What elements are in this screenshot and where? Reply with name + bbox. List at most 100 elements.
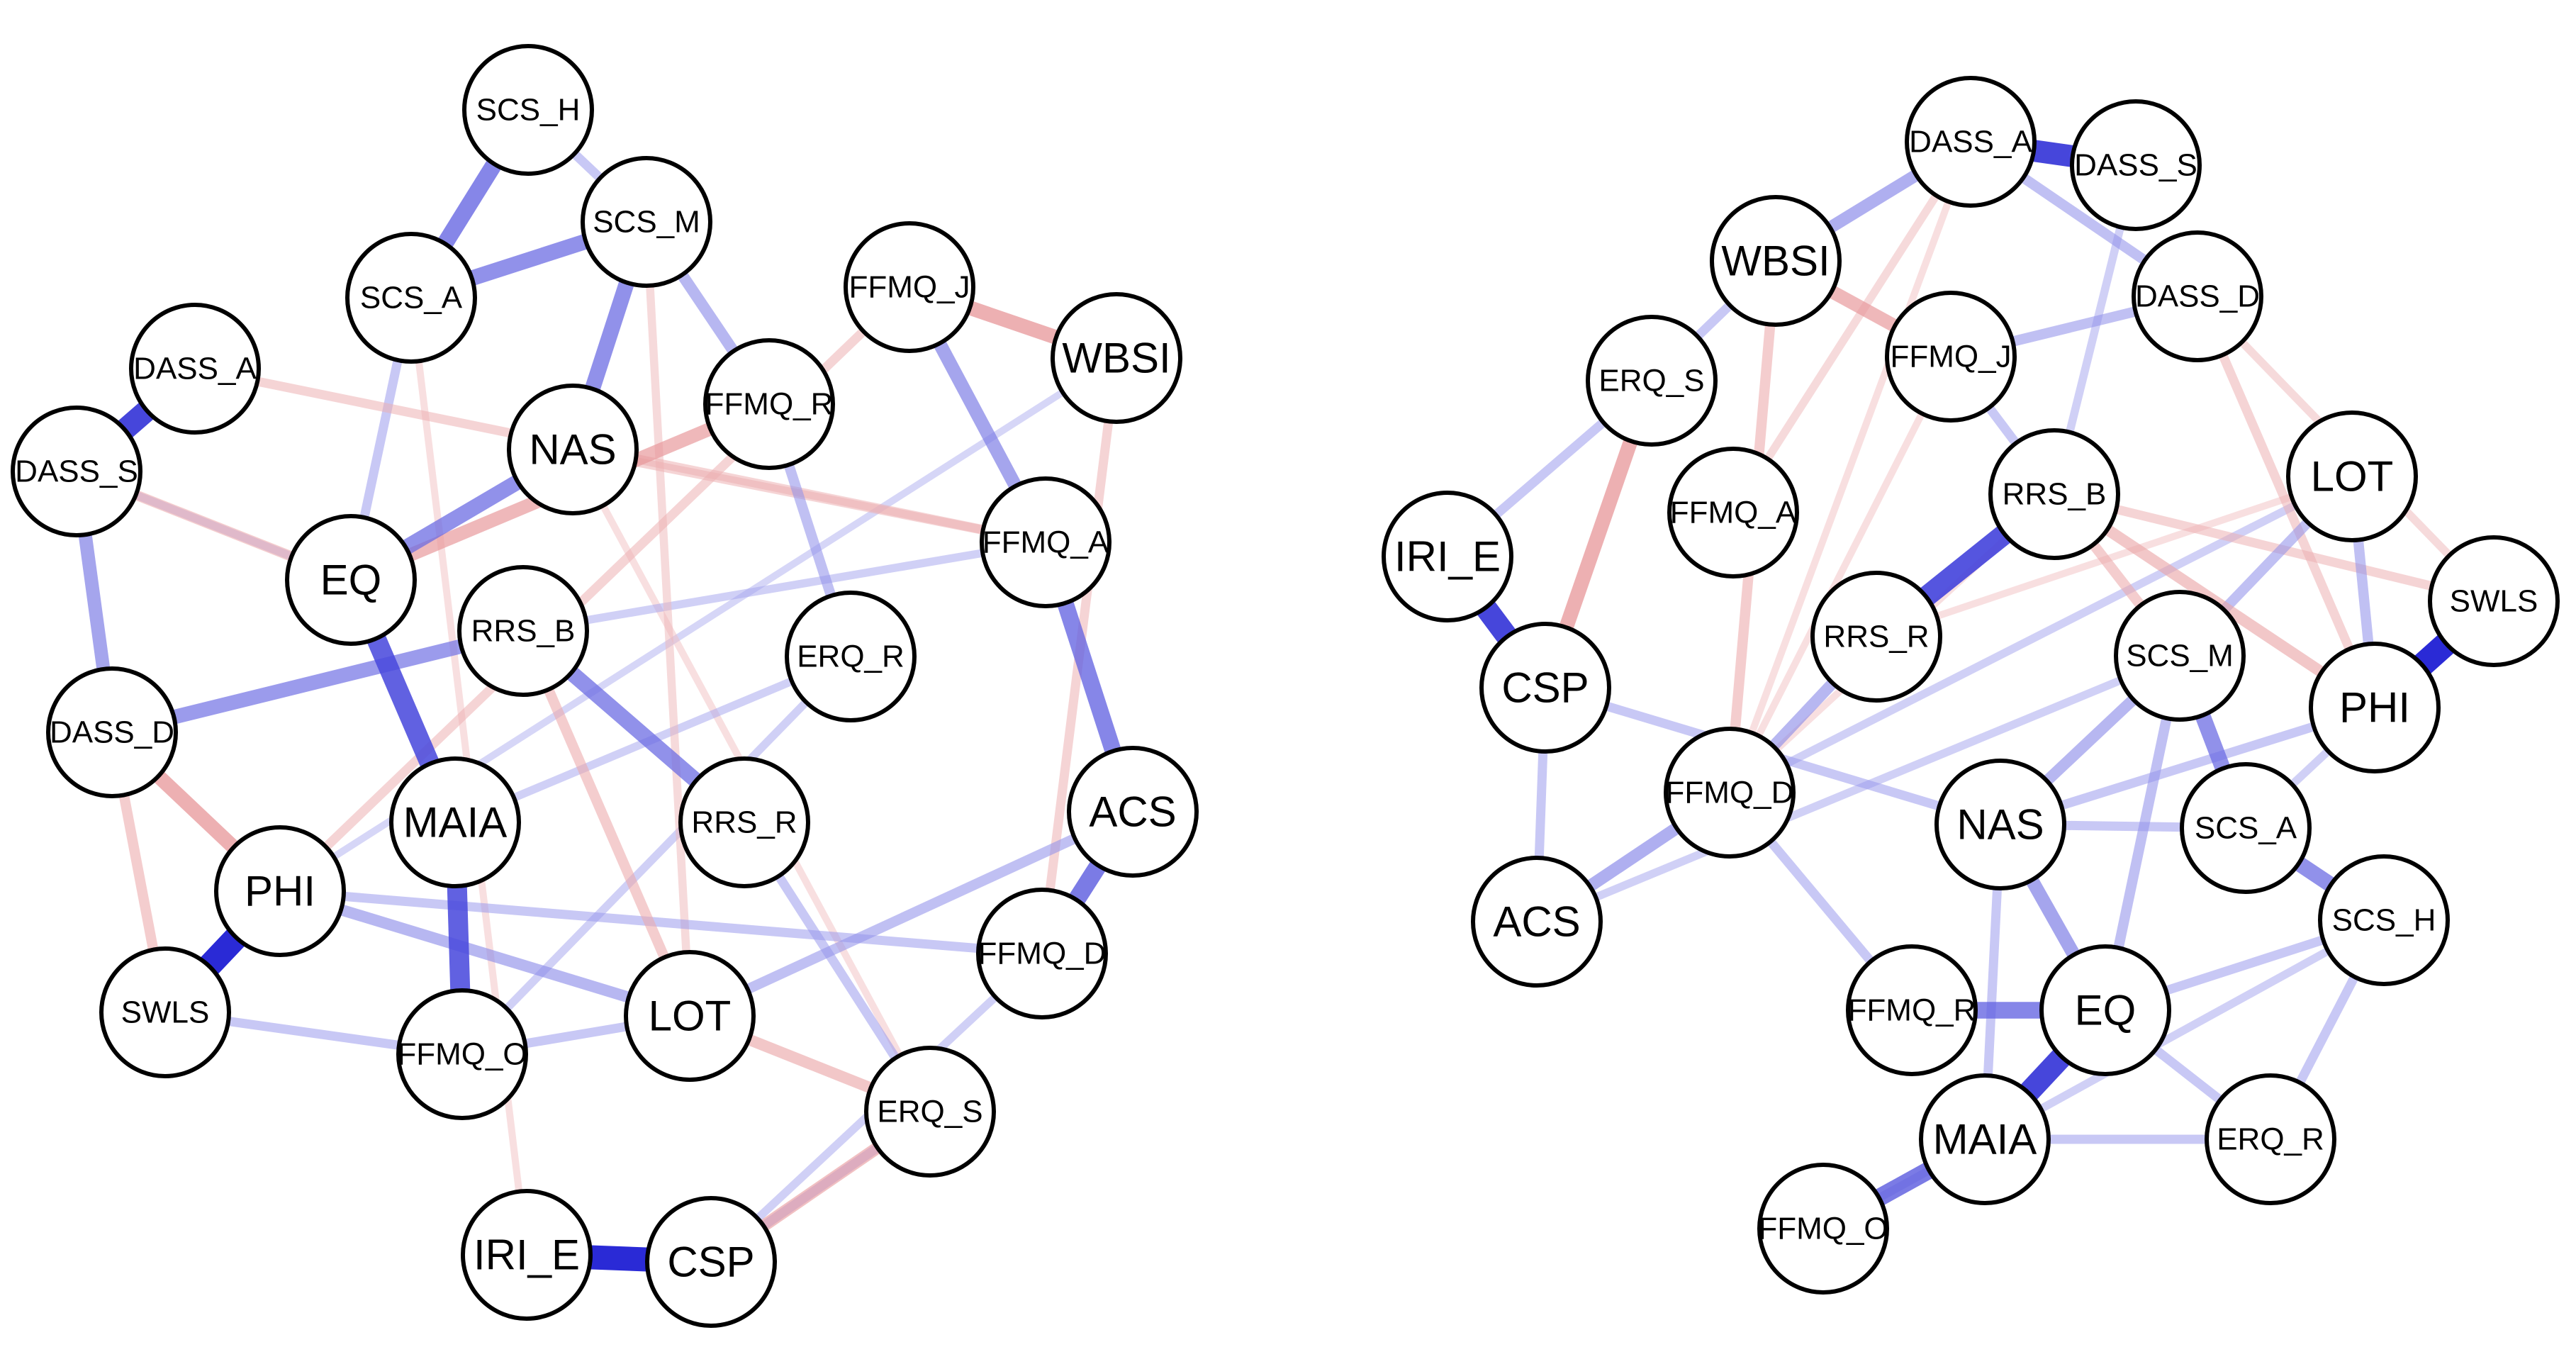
node-circle xyxy=(976,888,1108,1019)
node-circle xyxy=(2428,535,2560,667)
node-label: SCS_H xyxy=(2332,903,2436,938)
node-label: FFMQ_A xyxy=(1670,496,1797,530)
node-label: PHI xyxy=(2339,684,2410,732)
node-circle xyxy=(1757,1163,1889,1295)
edge-right-lot-rrs_r xyxy=(1875,473,2353,640)
edge-left-phi-ffmq_d xyxy=(279,886,1043,958)
node-right-lot: LOT xyxy=(2286,410,2418,542)
node-circle xyxy=(46,666,178,798)
node-circle xyxy=(462,44,594,176)
node-circle xyxy=(645,1196,777,1328)
node-circle xyxy=(396,988,528,1120)
node-circle xyxy=(461,1189,593,1321)
node-circle xyxy=(129,303,261,435)
nodes-right: DASS_A DASS_S WBSI DASS_D FFMQ_J ERQ_S LOT FFMQ… xyxy=(1382,76,2560,1295)
node-label: ERQ_R xyxy=(2217,1122,2324,1157)
node-label: RRS_B xyxy=(471,614,576,649)
node-right-eq: EQ xyxy=(2039,944,2171,1076)
node-label: PHI xyxy=(245,868,315,915)
node-left-swls: SWLS xyxy=(99,946,231,1078)
edge-left-rrs_b-ffmq_a xyxy=(522,538,1046,635)
node-circle xyxy=(2309,642,2441,773)
node-circle xyxy=(1905,76,2037,208)
node-right-scs-h: SCS_H xyxy=(2318,854,2450,986)
node-label: ACS xyxy=(1493,898,1580,946)
node-left-ffmq-r: FFMQ_R xyxy=(703,338,835,470)
node-label: EQ xyxy=(320,557,382,604)
node-circle xyxy=(980,476,1111,608)
node-right-ffmq-o: FFMQ_O xyxy=(1757,1163,1889,1295)
node-circle xyxy=(624,950,756,1082)
edge-right-ffmq_j-ffmq_d xyxy=(1726,354,1954,795)
node-label: WBSI xyxy=(1062,335,1170,382)
node-right-wbsi: WBSI xyxy=(1710,195,1842,327)
node-right-iri-e: IRI_E xyxy=(1382,491,1513,622)
node-label: RRS_B xyxy=(2003,477,2107,512)
node-label: FFMQ_D xyxy=(1666,776,1794,810)
node-left-ffmq-a: FFMQ_A xyxy=(980,476,1111,608)
node-left-csp: CSP xyxy=(645,1196,777,1328)
node-label: EQ xyxy=(2075,987,2137,1034)
node-left-acs: ACS xyxy=(1067,746,1199,878)
edge-right-dass_d-phi xyxy=(2193,294,2379,710)
node-circle xyxy=(1667,447,1799,579)
edge-left-nas-ffmq_a xyxy=(571,445,1047,547)
node-label: DASS_D xyxy=(50,715,174,750)
node-label: FFMQ_D xyxy=(978,937,1107,971)
node-circle xyxy=(285,514,417,646)
node-circle xyxy=(678,756,810,888)
node-label: SCS_M xyxy=(2126,639,2234,674)
node-label: FFMQ_O xyxy=(397,1037,527,1072)
node-label: RRS_R xyxy=(1823,620,1929,654)
node-right-dass-d: DASS_D xyxy=(2132,230,2263,362)
node-circle xyxy=(703,338,835,470)
node-left-ffmq-d: FFMQ_D xyxy=(976,888,1108,1019)
node-right-swls: SWLS xyxy=(2428,535,2560,667)
node-circle xyxy=(581,156,712,288)
edge-left-lot-acs xyxy=(687,807,1136,1021)
node-label: DASS_S xyxy=(2074,148,2197,183)
node-right-erq-r: ERQ_R xyxy=(2205,1073,2336,1205)
node-left-rrs-r: RRS_R xyxy=(678,756,810,888)
node-label: WBSI xyxy=(1721,237,1830,285)
node-right-dass-s: DASS_S xyxy=(2070,99,2202,231)
node-label: IRI_E xyxy=(1394,533,1501,581)
node-circle xyxy=(2318,854,2450,986)
node-label: DASS_A xyxy=(133,352,257,386)
edge-right-ffmq_d-lot xyxy=(1727,472,2354,797)
node-label: LOT xyxy=(2311,453,2394,501)
node-right-rrs-r: RRS_R xyxy=(1810,571,1942,703)
node-label: DASS_A xyxy=(1909,125,2032,160)
node-label: ERQ_R xyxy=(797,639,905,674)
node-circle xyxy=(1810,571,1942,703)
node-label: SCS_M xyxy=(593,205,700,240)
node-label: FFMQ_O xyxy=(1758,1212,1888,1246)
node-label: FFMQ_R xyxy=(705,387,834,422)
node-circle xyxy=(2132,230,2263,362)
node-right-dass-a: DASS_A xyxy=(1905,76,2037,208)
node-left-eq: EQ xyxy=(285,514,417,646)
node-left-erq-r: ERQ_R xyxy=(785,591,917,722)
node-circle xyxy=(785,591,917,722)
node-label: LOT xyxy=(649,993,732,1040)
node-label: NAS xyxy=(1956,801,2044,849)
node-left-maia: MAIA xyxy=(389,756,521,888)
node-circle xyxy=(1919,1073,2051,1205)
node-left-scs-m: SCS_M xyxy=(581,156,712,288)
node-circle xyxy=(1846,944,1978,1076)
node-left-ffmq-j: FFMQ_J xyxy=(844,221,975,353)
node-left-scs-h: SCS_H xyxy=(462,44,594,176)
node-label: CSP xyxy=(667,1239,754,1286)
node-label: ERQ_S xyxy=(1598,364,1704,398)
node-left-dass-s: DASS_S xyxy=(11,406,142,537)
edge-left-rrs_b-lot xyxy=(518,629,695,1018)
edge-right-rrs_b-swls xyxy=(2053,489,2495,606)
node-label: SCS_A xyxy=(2195,811,2297,846)
node-circle xyxy=(11,406,142,537)
nodes-left: SCS_H SCS_M SCS_A FFMQ_J WBSI DASS_A NAS FFMQ_R… xyxy=(11,44,1199,1328)
node-right-scs-a: SCS_A xyxy=(2180,762,2312,894)
node-right-ffmq-j: FFMQ_J xyxy=(1885,291,2017,423)
node-circle xyxy=(1051,292,1182,424)
node-label: FFMQ_A xyxy=(982,525,1109,560)
